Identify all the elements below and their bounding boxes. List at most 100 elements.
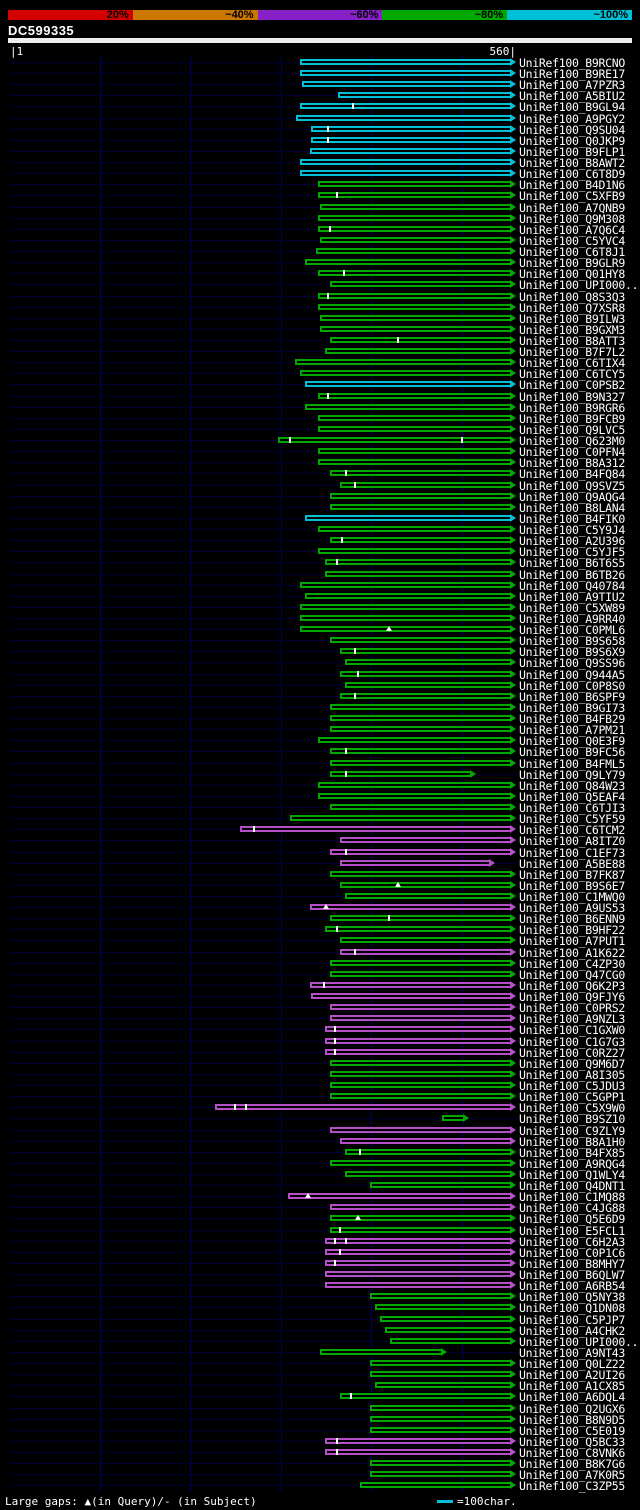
hit-label[interactable]: UniRef100_B9GLR9 (519, 256, 625, 271)
hit-label[interactable]: UniRef100_C6H2A3 (519, 1234, 625, 1249)
hit-label[interactable]: UniRef100_UPI000... (519, 1334, 640, 1349)
hit-label[interactable]: UniRef100_Q7XSR8 (519, 300, 625, 315)
hit-bar[interactable] (325, 1048, 510, 1055)
hit-label[interactable]: UniRef100_B9RCNO (519, 56, 625, 70)
hit-label[interactable]: UniRef100_A9NZL3 (519, 1012, 625, 1027)
hit-bar[interactable] (311, 125, 510, 132)
hit-bar[interactable] (325, 1037, 510, 1044)
hit-bar[interactable] (370, 1471, 510, 1478)
hit-label[interactable]: UniRef100_B6TB26 (519, 567, 625, 582)
hit-label[interactable]: UniRef100_Q1WLY4 (519, 1168, 625, 1182)
hit-label[interactable]: UniRef100_C0P8S0 (519, 678, 625, 693)
hit-bar[interactable] (325, 348, 510, 355)
hit-bar[interactable] (339, 948, 510, 955)
hit-bar[interactable] (339, 1137, 510, 1144)
hit-bar[interactable] (374, 1382, 510, 1389)
hit-label[interactable]: UniRef100_B8AWT2 (519, 156, 625, 171)
hit-label[interactable]: UniRef100_C5Y9J4 (519, 523, 625, 538)
hit-bar[interactable] (317, 303, 510, 310)
hit-bar[interactable] (329, 959, 510, 966)
hit-label[interactable]: UniRef100_Q4DNT1 (519, 1179, 625, 1194)
hit-bar[interactable] (299, 103, 510, 110)
hit-label[interactable]: UniRef100_C5JDU3 (519, 1079, 625, 1094)
hit-label[interactable]: UniRef100_A7Q6C4 (519, 222, 625, 237)
hit-label[interactable]: UniRef100_C5YJF5 (519, 545, 625, 560)
hit-label[interactable]: UniRef100_C5YVC4 (519, 233, 625, 248)
hit-label[interactable]: UniRef100_B8N9D5 (519, 1412, 625, 1427)
hit-bar[interactable] (329, 1215, 510, 1222)
hit-bar[interactable] (325, 926, 510, 933)
hit-bar[interactable] (317, 526, 510, 533)
hit-bar[interactable] (305, 259, 510, 266)
hit-label[interactable]: UniRef100_B8ATT3 (519, 334, 625, 348)
hit-bar[interactable] (329, 1004, 510, 1011)
hit-label[interactable]: UniRef100_B7FK87 (519, 867, 625, 882)
hit-label[interactable]: UniRef100_B9S658 (519, 634, 625, 649)
hit-label[interactable]: UniRef100_Q1DN08 (519, 1301, 625, 1316)
hit-bar[interactable] (305, 592, 510, 599)
hit-bar[interactable] (317, 425, 510, 432)
hit-bar[interactable] (319, 1348, 442, 1355)
hit-bar[interactable] (384, 1326, 510, 1333)
hit-bar[interactable] (299, 70, 510, 77)
hit-label[interactable]: UniRef100_Q623M0 (519, 434, 625, 449)
hit-label[interactable]: UniRef100_A2UI26 (519, 1368, 625, 1383)
hit-label[interactable]: UniRef100_B9N327 (519, 389, 625, 404)
hit-bar[interactable] (329, 1126, 510, 1133)
hit-label[interactable]: UniRef100_B9FLP1 (519, 144, 625, 159)
hit-label[interactable]: UniRef100_C6T8J1 (519, 245, 625, 260)
hit-label[interactable]: UniRef100_Q9SS96 (519, 656, 625, 671)
hit-label[interactable]: UniRef100_C1G7G3 (519, 1034, 625, 1049)
hit-bar[interactable] (317, 448, 510, 455)
hit-bar[interactable] (329, 915, 510, 922)
hit-label[interactable]: UniRef100_C5E019 (519, 1423, 625, 1438)
hit-bar[interactable] (329, 1159, 510, 1166)
hit-label[interactable]: UniRef100_B9S6E7 (519, 878, 625, 893)
hit-bar[interactable] (441, 1115, 463, 1122)
hit-label[interactable]: UniRef100_C1EF73 (519, 845, 625, 860)
hit-bar[interactable] (309, 147, 510, 154)
hit-bar[interactable] (329, 770, 471, 777)
hit-bar[interactable] (325, 559, 510, 566)
hit-label[interactable]: UniRef100_UPI000... (519, 278, 640, 293)
hit-label[interactable]: UniRef100_B8K7G6 (519, 1457, 625, 1472)
hit-bar[interactable] (329, 637, 510, 644)
hit-label[interactable]: UniRef100_A7PUT1 (519, 934, 625, 949)
hit-bar[interactable] (319, 236, 510, 243)
hit-label[interactable]: UniRef100_C4JG88 (519, 1201, 625, 1216)
hit-label[interactable]: UniRef100_C9ZLY9 (519, 1123, 625, 1138)
hit-bar[interactable] (305, 381, 510, 388)
hit-label[interactable]: UniRef100_A7PZR3 (519, 78, 625, 93)
hit-label[interactable]: UniRef100_Q9AQG4 (519, 489, 625, 504)
hit-label[interactable]: UniRef100_B6QLW7 (519, 1268, 625, 1283)
hit-bar[interactable] (329, 492, 510, 499)
hit-label[interactable]: UniRef100_C5YF59 (519, 812, 625, 827)
hit-bar[interactable] (329, 759, 510, 766)
hit-bar[interactable] (329, 1059, 510, 1066)
hit-bar[interactable] (370, 1426, 510, 1433)
hit-label[interactable]: UniRef100_C6T8D9 (519, 167, 625, 182)
hit-bar[interactable] (380, 1315, 510, 1322)
hit-label[interactable]: UniRef100_Q944A5 (519, 667, 625, 682)
hit-label[interactable]: UniRef100_B6T6S5 (519, 556, 625, 571)
hit-bar[interactable] (277, 437, 510, 444)
hit-label[interactable]: UniRef100_B9FC56 (519, 745, 625, 760)
hit-label[interactable]: UniRef100_A1K622 (519, 945, 625, 960)
hit-bar[interactable] (299, 59, 510, 65)
hit-bar[interactable] (370, 1460, 510, 1467)
hit-label[interactable]: UniRef100_A9NT43 (519, 1345, 625, 1360)
hit-label[interactable]: UniRef100_B9ILW3 (519, 311, 625, 326)
hit-bar[interactable] (329, 715, 510, 722)
hit-label[interactable]: UniRef100_B4FML5 (519, 756, 625, 771)
hit-label[interactable]: UniRef100_B8A312 (519, 456, 625, 471)
hit-label[interactable]: UniRef100_B9GL94 (519, 100, 625, 115)
hit-label[interactable]: UniRef100_A9RQG4 (519, 1156, 625, 1171)
hit-bar[interactable] (309, 981, 510, 988)
hit-bar[interactable] (325, 1271, 510, 1278)
hit-label[interactable]: UniRef100_E5FCL1 (519, 1223, 625, 1238)
hit-bar[interactable] (329, 281, 510, 288)
hit-bar[interactable] (295, 359, 510, 366)
hit-bar[interactable] (339, 670, 510, 677)
hit-bar[interactable] (299, 370, 510, 377)
hit-label[interactable]: UniRef100_B8MHY7 (519, 1256, 625, 1271)
